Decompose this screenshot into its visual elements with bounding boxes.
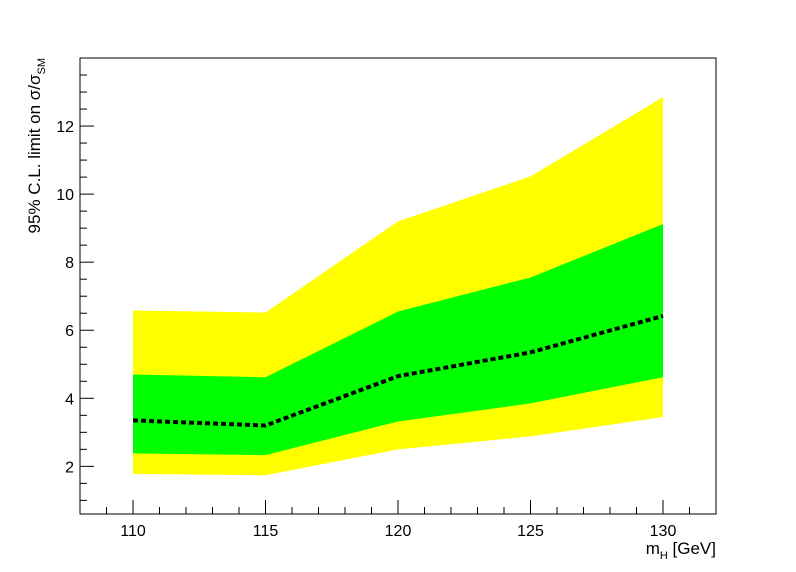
y-tick-label: 8 (65, 255, 74, 272)
ticks-layer (79, 57, 717, 514)
y-tick-label: 12 (56, 119, 74, 136)
x-tick-label: 130 (650, 523, 677, 540)
x-tick-label: 125 (517, 523, 544, 540)
x-tick-label: 120 (385, 523, 412, 540)
x-tick-label: 115 (253, 523, 279, 540)
y-tick-label: 4 (65, 391, 74, 408)
tick-labels-layer: 110 115 120 125 130 2 4 6 8 10 12 (56, 119, 676, 540)
y-tick-label: 2 (65, 459, 74, 476)
x-tick-label: 110 (120, 523, 146, 540)
series-line-0 (132, 314, 664, 428)
series-layer (132, 314, 664, 428)
y-tick-label: 10 (56, 187, 74, 204)
y-axis-title: 95% C.L. limit on σ/σSM (25, 58, 48, 233)
x-axis-title: mH [GeV] (646, 539, 716, 562)
bands-layer (133, 97, 663, 476)
y-tick-label: 6 (65, 323, 74, 340)
band-1 (133, 224, 663, 456)
